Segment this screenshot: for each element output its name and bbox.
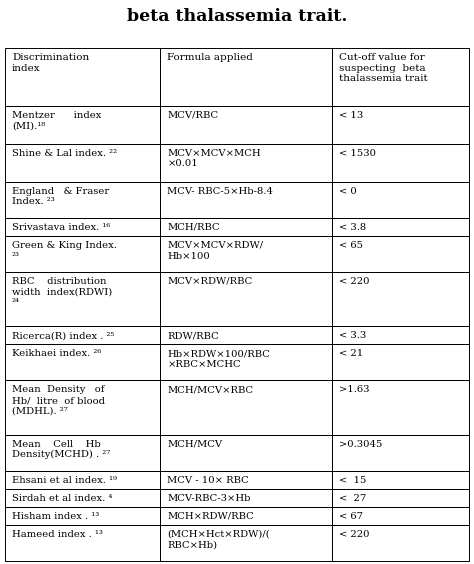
Text: RBC    distribution
width  index(RDWI)
²⁴: RBC distribution width index(RDWI) ²⁴	[12, 277, 112, 307]
Text: beta thalassemia trait.: beta thalassemia trait.	[127, 8, 347, 25]
Text: Discrimination
index: Discrimination index	[12, 53, 89, 73]
Bar	[160, 525, 332, 561]
Bar	[332, 507, 469, 525]
Text: <  15: < 15	[339, 475, 366, 484]
Text: < 1530: < 1530	[339, 149, 376, 158]
Text: Mentzer      index
(MI).¹⁸: Mentzer index (MI).¹⁸	[12, 111, 101, 130]
Bar	[5, 380, 160, 434]
Text: >1.63: >1.63	[339, 385, 370, 394]
Bar	[160, 48, 332, 106]
Text: < 220: < 220	[339, 277, 370, 286]
Text: Hisham index . ¹³: Hisham index . ¹³	[12, 512, 99, 521]
Bar	[160, 434, 332, 471]
Text: MCH/MCV: MCH/MCV	[167, 439, 223, 448]
Bar	[160, 144, 332, 182]
Text: < 3.8: < 3.8	[339, 223, 366, 232]
Bar	[332, 218, 469, 236]
Text: Ehsani et al index. ¹⁹: Ehsani et al index. ¹⁹	[12, 475, 117, 484]
Text: MCH×RDW/RBC: MCH×RDW/RBC	[167, 512, 254, 521]
Text: Mean  Density   of
Hb/  litre  of blood
(MDHL). ²⁷: Mean Density of Hb/ litre of blood (MDHL…	[12, 385, 105, 416]
Text: England   & Fraser
Index. ²³: England & Fraser Index. ²³	[12, 187, 109, 206]
Text: (MCH×Hct×RDW)/(
RBC×Hb): (MCH×Hct×RDW)/( RBC×Hb)	[167, 530, 270, 550]
Bar	[332, 525, 469, 561]
Bar	[332, 48, 469, 106]
Bar	[5, 326, 160, 344]
Text: MCV×MCV×MCH
×0.01: MCV×MCV×MCH ×0.01	[167, 149, 261, 169]
Text: < 3.3: < 3.3	[339, 331, 366, 340]
Text: Srivastava index. ¹⁶: Srivastava index. ¹⁶	[12, 223, 110, 232]
Text: < 67: < 67	[339, 512, 363, 521]
Bar	[160, 471, 332, 489]
Text: <  27: < 27	[339, 494, 366, 503]
Bar	[5, 525, 160, 561]
Text: Hb×RDW×100/RBC
×RBC×MCHC: Hb×RDW×100/RBC ×RBC×MCHC	[167, 349, 270, 369]
Text: MCV×MCV×RDW/
Hb×100: MCV×MCV×RDW/ Hb×100	[167, 241, 264, 261]
Text: Formula applied: Formula applied	[167, 53, 253, 62]
Text: MCV/RBC: MCV/RBC	[167, 111, 219, 120]
Text: Cut-off value for
suspecting  beta
thalassemia trait: Cut-off value for suspecting beta thalas…	[339, 53, 428, 83]
Bar	[332, 144, 469, 182]
Text: < 0: < 0	[339, 187, 357, 196]
Text: Hameed index . ¹³: Hameed index . ¹³	[12, 530, 103, 539]
Bar	[5, 106, 160, 144]
Text: MCV- RBC-5×Hb-8.4: MCV- RBC-5×Hb-8.4	[167, 187, 273, 196]
Text: RDW/RBC: RDW/RBC	[167, 331, 219, 340]
Bar	[5, 434, 160, 471]
Text: Keikhaei index. ²⁶: Keikhaei index. ²⁶	[12, 349, 101, 358]
Text: < 21: < 21	[339, 349, 364, 358]
Bar	[160, 182, 332, 218]
Bar	[5, 218, 160, 236]
Text: MCV-RBC-3×Hb: MCV-RBC-3×Hb	[167, 494, 251, 503]
Text: >0.3045: >0.3045	[339, 439, 383, 448]
Bar	[160, 236, 332, 272]
Bar	[5, 489, 160, 507]
Bar	[160, 106, 332, 144]
Bar	[5, 236, 160, 272]
Bar	[332, 380, 469, 434]
Bar	[160, 218, 332, 236]
Bar	[5, 182, 160, 218]
Bar	[5, 471, 160, 489]
Bar	[5, 272, 160, 326]
Bar	[332, 344, 469, 380]
Bar	[332, 106, 469, 144]
Text: MCV - 10× RBC: MCV - 10× RBC	[167, 475, 249, 484]
Bar	[160, 507, 332, 525]
Bar	[332, 326, 469, 344]
Text: Shine & Lal index. ²²: Shine & Lal index. ²²	[12, 149, 117, 158]
Text: Ricerca(R) index . ²⁵: Ricerca(R) index . ²⁵	[12, 331, 114, 340]
Bar	[332, 236, 469, 272]
Text: < 220: < 220	[339, 530, 370, 539]
Text: MCV×RDW/RBC: MCV×RDW/RBC	[167, 277, 253, 286]
Text: < 65: < 65	[339, 241, 363, 250]
Bar	[160, 380, 332, 434]
Bar	[332, 434, 469, 471]
Text: Sirdah et al index. ⁴: Sirdah et al index. ⁴	[12, 494, 112, 503]
Bar	[160, 344, 332, 380]
Bar	[160, 326, 332, 344]
Text: Green & King Index.
²³: Green & King Index. ²³	[12, 241, 117, 261]
Bar	[332, 471, 469, 489]
Text: < 13: < 13	[339, 111, 364, 120]
Text: Mean    Cell    Hb
Density(MCHD) . ²⁷: Mean Cell Hb Density(MCHD) . ²⁷	[12, 439, 110, 460]
Bar	[332, 182, 469, 218]
Bar	[160, 272, 332, 326]
Bar	[5, 344, 160, 380]
Bar	[5, 48, 160, 106]
Text: MCH/RBC: MCH/RBC	[167, 223, 220, 232]
Bar	[5, 507, 160, 525]
Bar	[332, 272, 469, 326]
Text: MCH/MCV×RBC: MCH/MCV×RBC	[167, 385, 254, 394]
Bar	[160, 489, 332, 507]
Bar	[332, 489, 469, 507]
Bar	[5, 144, 160, 182]
